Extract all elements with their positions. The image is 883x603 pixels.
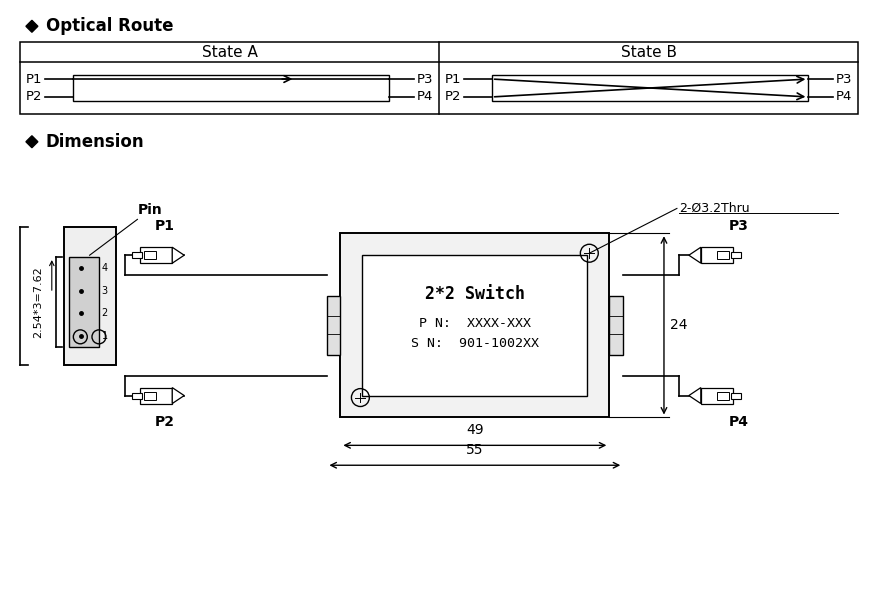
- Text: 2: 2: [102, 308, 108, 318]
- Bar: [701, 388, 733, 403]
- Bar: [145, 391, 156, 400]
- Bar: [140, 388, 172, 403]
- Polygon shape: [26, 136, 38, 148]
- Bar: [72, 75, 389, 101]
- Polygon shape: [172, 247, 185, 263]
- Text: Pin: Pin: [138, 203, 162, 218]
- Bar: [341, 233, 609, 417]
- Text: P4: P4: [417, 90, 434, 104]
- Bar: [140, 247, 172, 263]
- Text: State B: State B: [621, 45, 676, 60]
- Text: P N:  XXXX-XXX: P N: XXXX-XXX: [419, 317, 531, 330]
- Text: 2-Ø3.2Thru: 2-Ø3.2Thru: [679, 202, 750, 215]
- Text: P1: P1: [444, 72, 461, 86]
- Bar: [69, 257, 99, 347]
- Bar: [64, 227, 116, 365]
- Bar: [132, 252, 142, 258]
- Polygon shape: [172, 388, 185, 403]
- Text: Optical Route: Optical Route: [46, 17, 173, 35]
- Text: S N:  901-1002XX: S N: 901-1002XX: [411, 337, 539, 350]
- Bar: [717, 391, 728, 400]
- Bar: [717, 251, 728, 259]
- Text: P2: P2: [155, 415, 174, 429]
- Text: 1: 1: [102, 330, 108, 341]
- Text: 24: 24: [670, 318, 688, 332]
- Bar: [701, 247, 733, 263]
- Bar: [327, 295, 341, 355]
- Text: P1: P1: [155, 219, 174, 233]
- Text: 2.54*3=7.62: 2.54*3=7.62: [33, 266, 43, 338]
- Text: 4: 4: [102, 264, 108, 273]
- Bar: [730, 252, 741, 258]
- Polygon shape: [689, 388, 701, 403]
- Bar: [492, 75, 808, 101]
- Bar: [132, 393, 142, 399]
- Text: 55: 55: [466, 443, 484, 457]
- Polygon shape: [689, 247, 701, 263]
- Text: State A: State A: [201, 45, 258, 60]
- Text: Dimension: Dimension: [46, 133, 145, 151]
- Bar: [20, 42, 858, 114]
- Bar: [609, 295, 623, 355]
- Text: P4: P4: [728, 415, 749, 429]
- Polygon shape: [26, 21, 38, 32]
- Text: P2: P2: [444, 90, 461, 104]
- Bar: [362, 255, 587, 396]
- Text: P2: P2: [26, 90, 42, 104]
- Bar: [730, 393, 741, 399]
- Text: 49: 49: [466, 423, 484, 437]
- Text: P3: P3: [728, 219, 749, 233]
- Text: P4: P4: [836, 90, 853, 104]
- Text: P1: P1: [26, 72, 42, 86]
- Text: P3: P3: [836, 72, 853, 86]
- Text: P3: P3: [417, 72, 434, 86]
- Text: 3: 3: [102, 286, 108, 296]
- Bar: [145, 251, 156, 259]
- Text: 2*2 Switch: 2*2 Switch: [425, 285, 525, 303]
